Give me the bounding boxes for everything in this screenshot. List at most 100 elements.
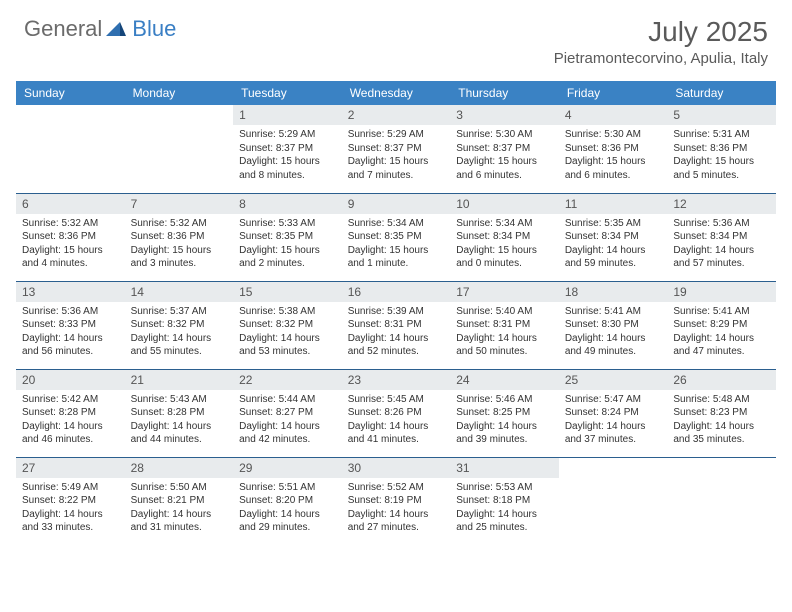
calendar-day-cell: 5Sunrise: 5:31 AMSunset: 8:36 PMDaylight… bbox=[667, 105, 776, 193]
calendar-table: Sunday Monday Tuesday Wednesday Thursday… bbox=[16, 81, 776, 545]
sunset-text: Sunset: 8:28 PM bbox=[22, 406, 119, 420]
sunrise-text: Sunrise: 5:51 AM bbox=[239, 481, 336, 495]
sunrise-text: Sunrise: 5:36 AM bbox=[673, 217, 770, 231]
sunset-text: Sunset: 8:34 PM bbox=[565, 230, 662, 244]
calendar-day-cell: 9Sunrise: 5:34 AMSunset: 8:35 PMDaylight… bbox=[342, 193, 451, 281]
sunrise-text: Sunrise: 5:32 AM bbox=[22, 217, 119, 231]
page-header: GeneralBlue July 2025 Pietramontecorvino… bbox=[0, 0, 792, 75]
calendar-week-row: 27Sunrise: 5:49 AMSunset: 8:22 PMDayligh… bbox=[16, 457, 776, 545]
daylight-text: Daylight: 14 hours bbox=[456, 508, 553, 522]
daylight-text: Daylight: 14 hours bbox=[456, 332, 553, 346]
daylight-text: Daylight: 14 hours bbox=[565, 244, 662, 258]
sunrise-text: Sunrise: 5:29 AM bbox=[348, 128, 445, 142]
day-number: 18 bbox=[559, 282, 668, 302]
sunrise-text: Sunrise: 5:30 AM bbox=[456, 128, 553, 142]
sunset-text: Sunset: 8:27 PM bbox=[239, 406, 336, 420]
calendar-week-row: 1Sunrise: 5:29 AMSunset: 8:37 PMDaylight… bbox=[16, 105, 776, 193]
sunset-text: Sunset: 8:23 PM bbox=[673, 406, 770, 420]
daylight-text: Daylight: 14 hours bbox=[456, 420, 553, 434]
daylight-text: Daylight: 14 hours bbox=[131, 332, 228, 346]
weekday-header: Tuesday bbox=[233, 81, 342, 105]
sunrise-text: Sunrise: 5:38 AM bbox=[239, 305, 336, 319]
calendar-day-cell: 25Sunrise: 5:47 AMSunset: 8:24 PMDayligh… bbox=[559, 369, 668, 457]
daylight-text: Daylight: 14 hours bbox=[565, 420, 662, 434]
day-number: 28 bbox=[125, 458, 234, 478]
sunrise-text: Sunrise: 5:39 AM bbox=[348, 305, 445, 319]
calendar-day-cell: 22Sunrise: 5:44 AMSunset: 8:27 PMDayligh… bbox=[233, 369, 342, 457]
daylight-text: and 46 minutes. bbox=[22, 433, 119, 447]
sunset-text: Sunset: 8:21 PM bbox=[131, 494, 228, 508]
sunset-text: Sunset: 8:19 PM bbox=[348, 494, 445, 508]
daylight-text: and 29 minutes. bbox=[239, 521, 336, 535]
weekday-header: Thursday bbox=[450, 81, 559, 105]
day-number: 2 bbox=[342, 105, 451, 125]
sunrise-text: Sunrise: 5:37 AM bbox=[131, 305, 228, 319]
daylight-text: Daylight: 15 hours bbox=[456, 244, 553, 258]
sunrise-text: Sunrise: 5:34 AM bbox=[456, 217, 553, 231]
day-number: 3 bbox=[450, 105, 559, 125]
day-number: 4 bbox=[559, 105, 668, 125]
sunset-text: Sunset: 8:28 PM bbox=[131, 406, 228, 420]
daylight-text: and 49 minutes. bbox=[565, 345, 662, 359]
day-number: 7 bbox=[125, 194, 234, 214]
daylight-text: Daylight: 14 hours bbox=[348, 332, 445, 346]
sunset-text: Sunset: 8:26 PM bbox=[348, 406, 445, 420]
sunset-text: Sunset: 8:32 PM bbox=[131, 318, 228, 332]
weekday-header: Wednesday bbox=[342, 81, 451, 105]
calendar-day-cell: 12Sunrise: 5:36 AMSunset: 8:34 PMDayligh… bbox=[667, 193, 776, 281]
daylight-text: Daylight: 14 hours bbox=[22, 508, 119, 522]
sunset-text: Sunset: 8:31 PM bbox=[456, 318, 553, 332]
daylight-text: and 8 minutes. bbox=[239, 169, 336, 183]
sunrise-text: Sunrise: 5:44 AM bbox=[239, 393, 336, 407]
sunrise-text: Sunrise: 5:41 AM bbox=[565, 305, 662, 319]
day-number: 17 bbox=[450, 282, 559, 302]
daylight-text: and 6 minutes. bbox=[456, 169, 553, 183]
calendar-day-cell: 13Sunrise: 5:36 AMSunset: 8:33 PMDayligh… bbox=[16, 281, 125, 369]
calendar-day-cell bbox=[16, 105, 125, 193]
day-number: 16 bbox=[342, 282, 451, 302]
sunrise-text: Sunrise: 5:45 AM bbox=[348, 393, 445, 407]
daylight-text: and 7 minutes. bbox=[348, 169, 445, 183]
calendar-day-cell bbox=[125, 105, 234, 193]
sunrise-text: Sunrise: 5:52 AM bbox=[348, 481, 445, 495]
sunset-text: Sunset: 8:37 PM bbox=[348, 142, 445, 156]
sunset-text: Sunset: 8:22 PM bbox=[22, 494, 119, 508]
brand-logo: General Blue bbox=[24, 16, 176, 42]
brand-part1: General bbox=[24, 16, 102, 42]
calendar-day-cell: 15Sunrise: 5:38 AMSunset: 8:32 PMDayligh… bbox=[233, 281, 342, 369]
day-number: 24 bbox=[450, 370, 559, 390]
calendar-day-cell: 18Sunrise: 5:41 AMSunset: 8:30 PMDayligh… bbox=[559, 281, 668, 369]
calendar-day-cell: 8Sunrise: 5:33 AMSunset: 8:35 PMDaylight… bbox=[233, 193, 342, 281]
day-number: 10 bbox=[450, 194, 559, 214]
sunset-text: Sunset: 8:36 PM bbox=[565, 142, 662, 156]
daylight-text: and 55 minutes. bbox=[131, 345, 228, 359]
daylight-text: Daylight: 14 hours bbox=[348, 420, 445, 434]
sunrise-text: Sunrise: 5:49 AM bbox=[22, 481, 119, 495]
calendar-thead: Sunday Monday Tuesday Wednesday Thursday… bbox=[16, 81, 776, 105]
day-number: 6 bbox=[16, 194, 125, 214]
sunset-text: Sunset: 8:18 PM bbox=[456, 494, 553, 508]
brand-part2: Blue bbox=[132, 16, 176, 42]
sunrise-text: Sunrise: 5:53 AM bbox=[456, 481, 553, 495]
calendar-day-cell: 3Sunrise: 5:30 AMSunset: 8:37 PMDaylight… bbox=[450, 105, 559, 193]
daylight-text: and 52 minutes. bbox=[348, 345, 445, 359]
daylight-text: Daylight: 14 hours bbox=[239, 508, 336, 522]
sunrise-text: Sunrise: 5:31 AM bbox=[673, 128, 770, 142]
day-number: 14 bbox=[125, 282, 234, 302]
calendar-day-cell: 16Sunrise: 5:39 AMSunset: 8:31 PMDayligh… bbox=[342, 281, 451, 369]
calendar-day-cell: 29Sunrise: 5:51 AMSunset: 8:20 PMDayligh… bbox=[233, 457, 342, 545]
sunset-text: Sunset: 8:35 PM bbox=[348, 230, 445, 244]
calendar-day-cell: 19Sunrise: 5:41 AMSunset: 8:29 PMDayligh… bbox=[667, 281, 776, 369]
daylight-text: Daylight: 14 hours bbox=[239, 420, 336, 434]
daylight-text: Daylight: 14 hours bbox=[565, 332, 662, 346]
calendar-day-cell: 30Sunrise: 5:52 AMSunset: 8:19 PMDayligh… bbox=[342, 457, 451, 545]
sunrise-text: Sunrise: 5:46 AM bbox=[456, 393, 553, 407]
daylight-text: and 3 minutes. bbox=[131, 257, 228, 271]
daylight-text: and 47 minutes. bbox=[673, 345, 770, 359]
daylight-text: Daylight: 15 hours bbox=[348, 155, 445, 169]
calendar-day-cell: 4Sunrise: 5:30 AMSunset: 8:36 PMDaylight… bbox=[559, 105, 668, 193]
daylight-text: and 44 minutes. bbox=[131, 433, 228, 447]
brand-sail-icon bbox=[106, 16, 126, 42]
calendar-day-cell: 20Sunrise: 5:42 AMSunset: 8:28 PMDayligh… bbox=[16, 369, 125, 457]
daylight-text: Daylight: 14 hours bbox=[131, 508, 228, 522]
